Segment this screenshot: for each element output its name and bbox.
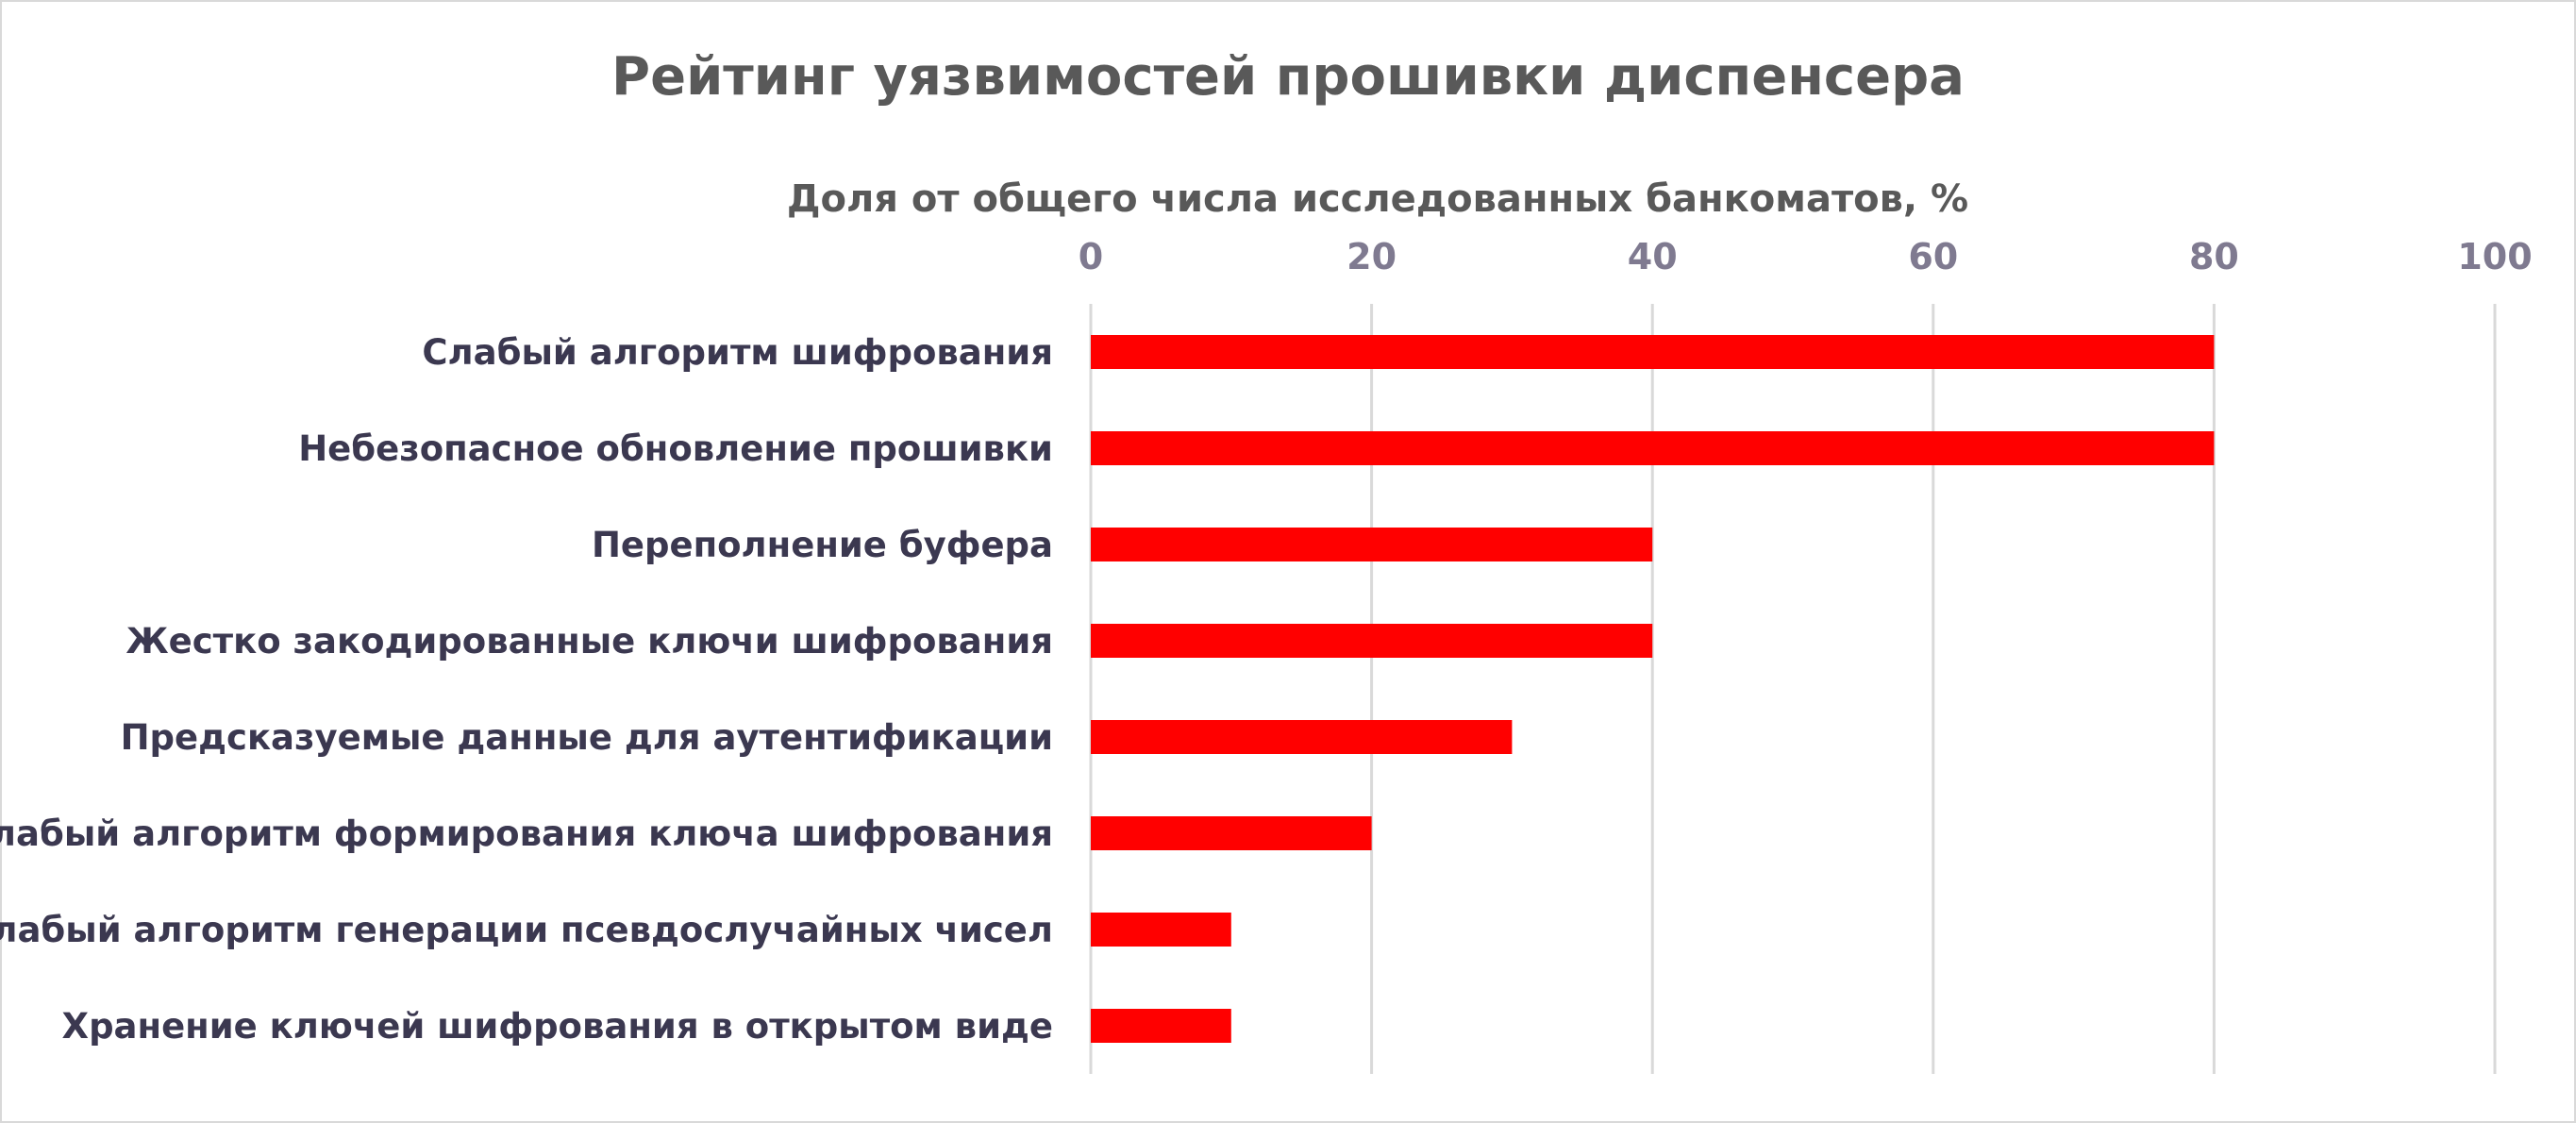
bar — [1091, 720, 1513, 754]
category-label: Хранение ключей шифрования в открытом ви… — [62, 1006, 1053, 1047]
category-label: Переполнение буфера — [592, 525, 1053, 565]
bar — [1091, 624, 1653, 658]
bars — [1091, 335, 2215, 1043]
bar — [1091, 1009, 1231, 1043]
x-tick-label: 100 — [2457, 236, 2532, 277]
x-tick-label: 40 — [1628, 236, 1678, 277]
bar — [1091, 528, 1653, 562]
category-label: Слабый алгоритм шифрования — [422, 332, 1053, 373]
x-tick-label: 0 — [1079, 236, 1103, 277]
bar — [1091, 913, 1231, 947]
category-label: Слабый алгоритм генерации псевдослучайны… — [0, 910, 1053, 950]
gridlines — [1089, 304, 2497, 1074]
bar — [1091, 335, 2215, 369]
category-label: Предсказуемые данные для аутентификации — [121, 717, 1053, 758]
x-axis-ticks: 0 20 40 60 80 100 — [1079, 236, 2533, 277]
x-axis-title: Доля от общего числа исследованных банко… — [787, 177, 1968, 221]
x-tick-label: 60 — [1908, 236, 1958, 277]
category-label: Жестко закодированные ключи шифрования — [125, 621, 1053, 662]
category-label: Небезопасное обновление прошивки — [298, 428, 1053, 469]
bar — [1091, 816, 1372, 850]
x-tick-label: 80 — [2189, 236, 2239, 277]
category-labels: Слабый алгоритм шифрования Небезопасное о… — [0, 332, 1053, 1047]
x-tick-label: 20 — [1347, 236, 1397, 277]
bar — [1091, 431, 2215, 465]
chart-title: Рейтинг уязвимостей прошивки диспенсера — [611, 46, 1965, 108]
category-label: Слабый алгоритм формирования ключа шифро… — [0, 813, 1053, 854]
